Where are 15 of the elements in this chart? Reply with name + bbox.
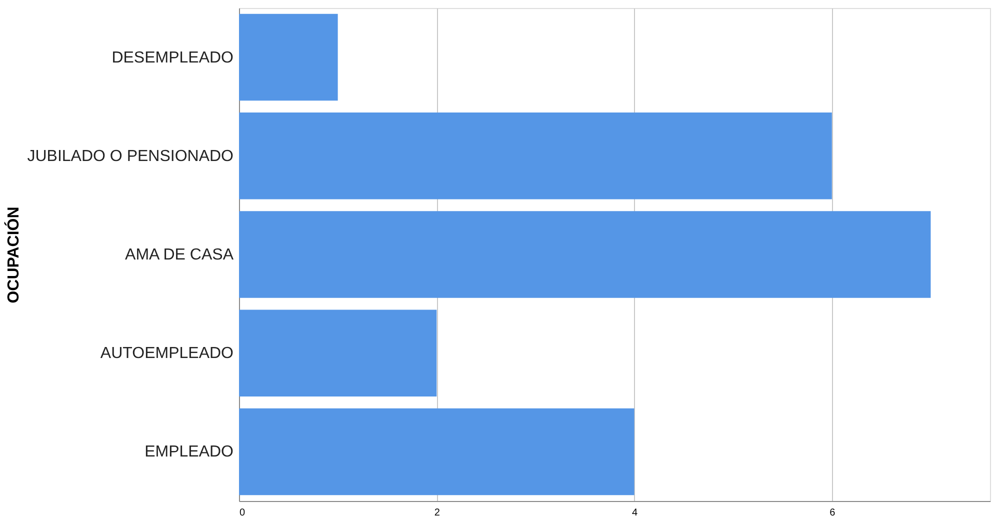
- x-tick-label: 2: [434, 508, 440, 518]
- y-tick-label: AMA DE CASA: [125, 246, 234, 264]
- bar: [239, 408, 634, 496]
- bar: [239, 211, 931, 298]
- y-tick-label: DESEMPLEADO: [112, 49, 234, 66]
- x-tick-label: 4: [632, 508, 638, 518]
- bar: [239, 112, 832, 200]
- bar: [239, 310, 437, 396]
- x-tick-label: 0: [240, 508, 246, 518]
- y-tick-label: EMPLEADO: [144, 444, 234, 461]
- x-tick-label: 6: [830, 508, 836, 518]
- bar: [239, 14, 338, 101]
- y-tick-label: AUTOEMPLEADO: [100, 345, 234, 362]
- y-tick-label: JUBILADO O PENSIONADO: [27, 148, 234, 165]
- y-axis-title: OCUPACIÓN: [4, 206, 22, 304]
